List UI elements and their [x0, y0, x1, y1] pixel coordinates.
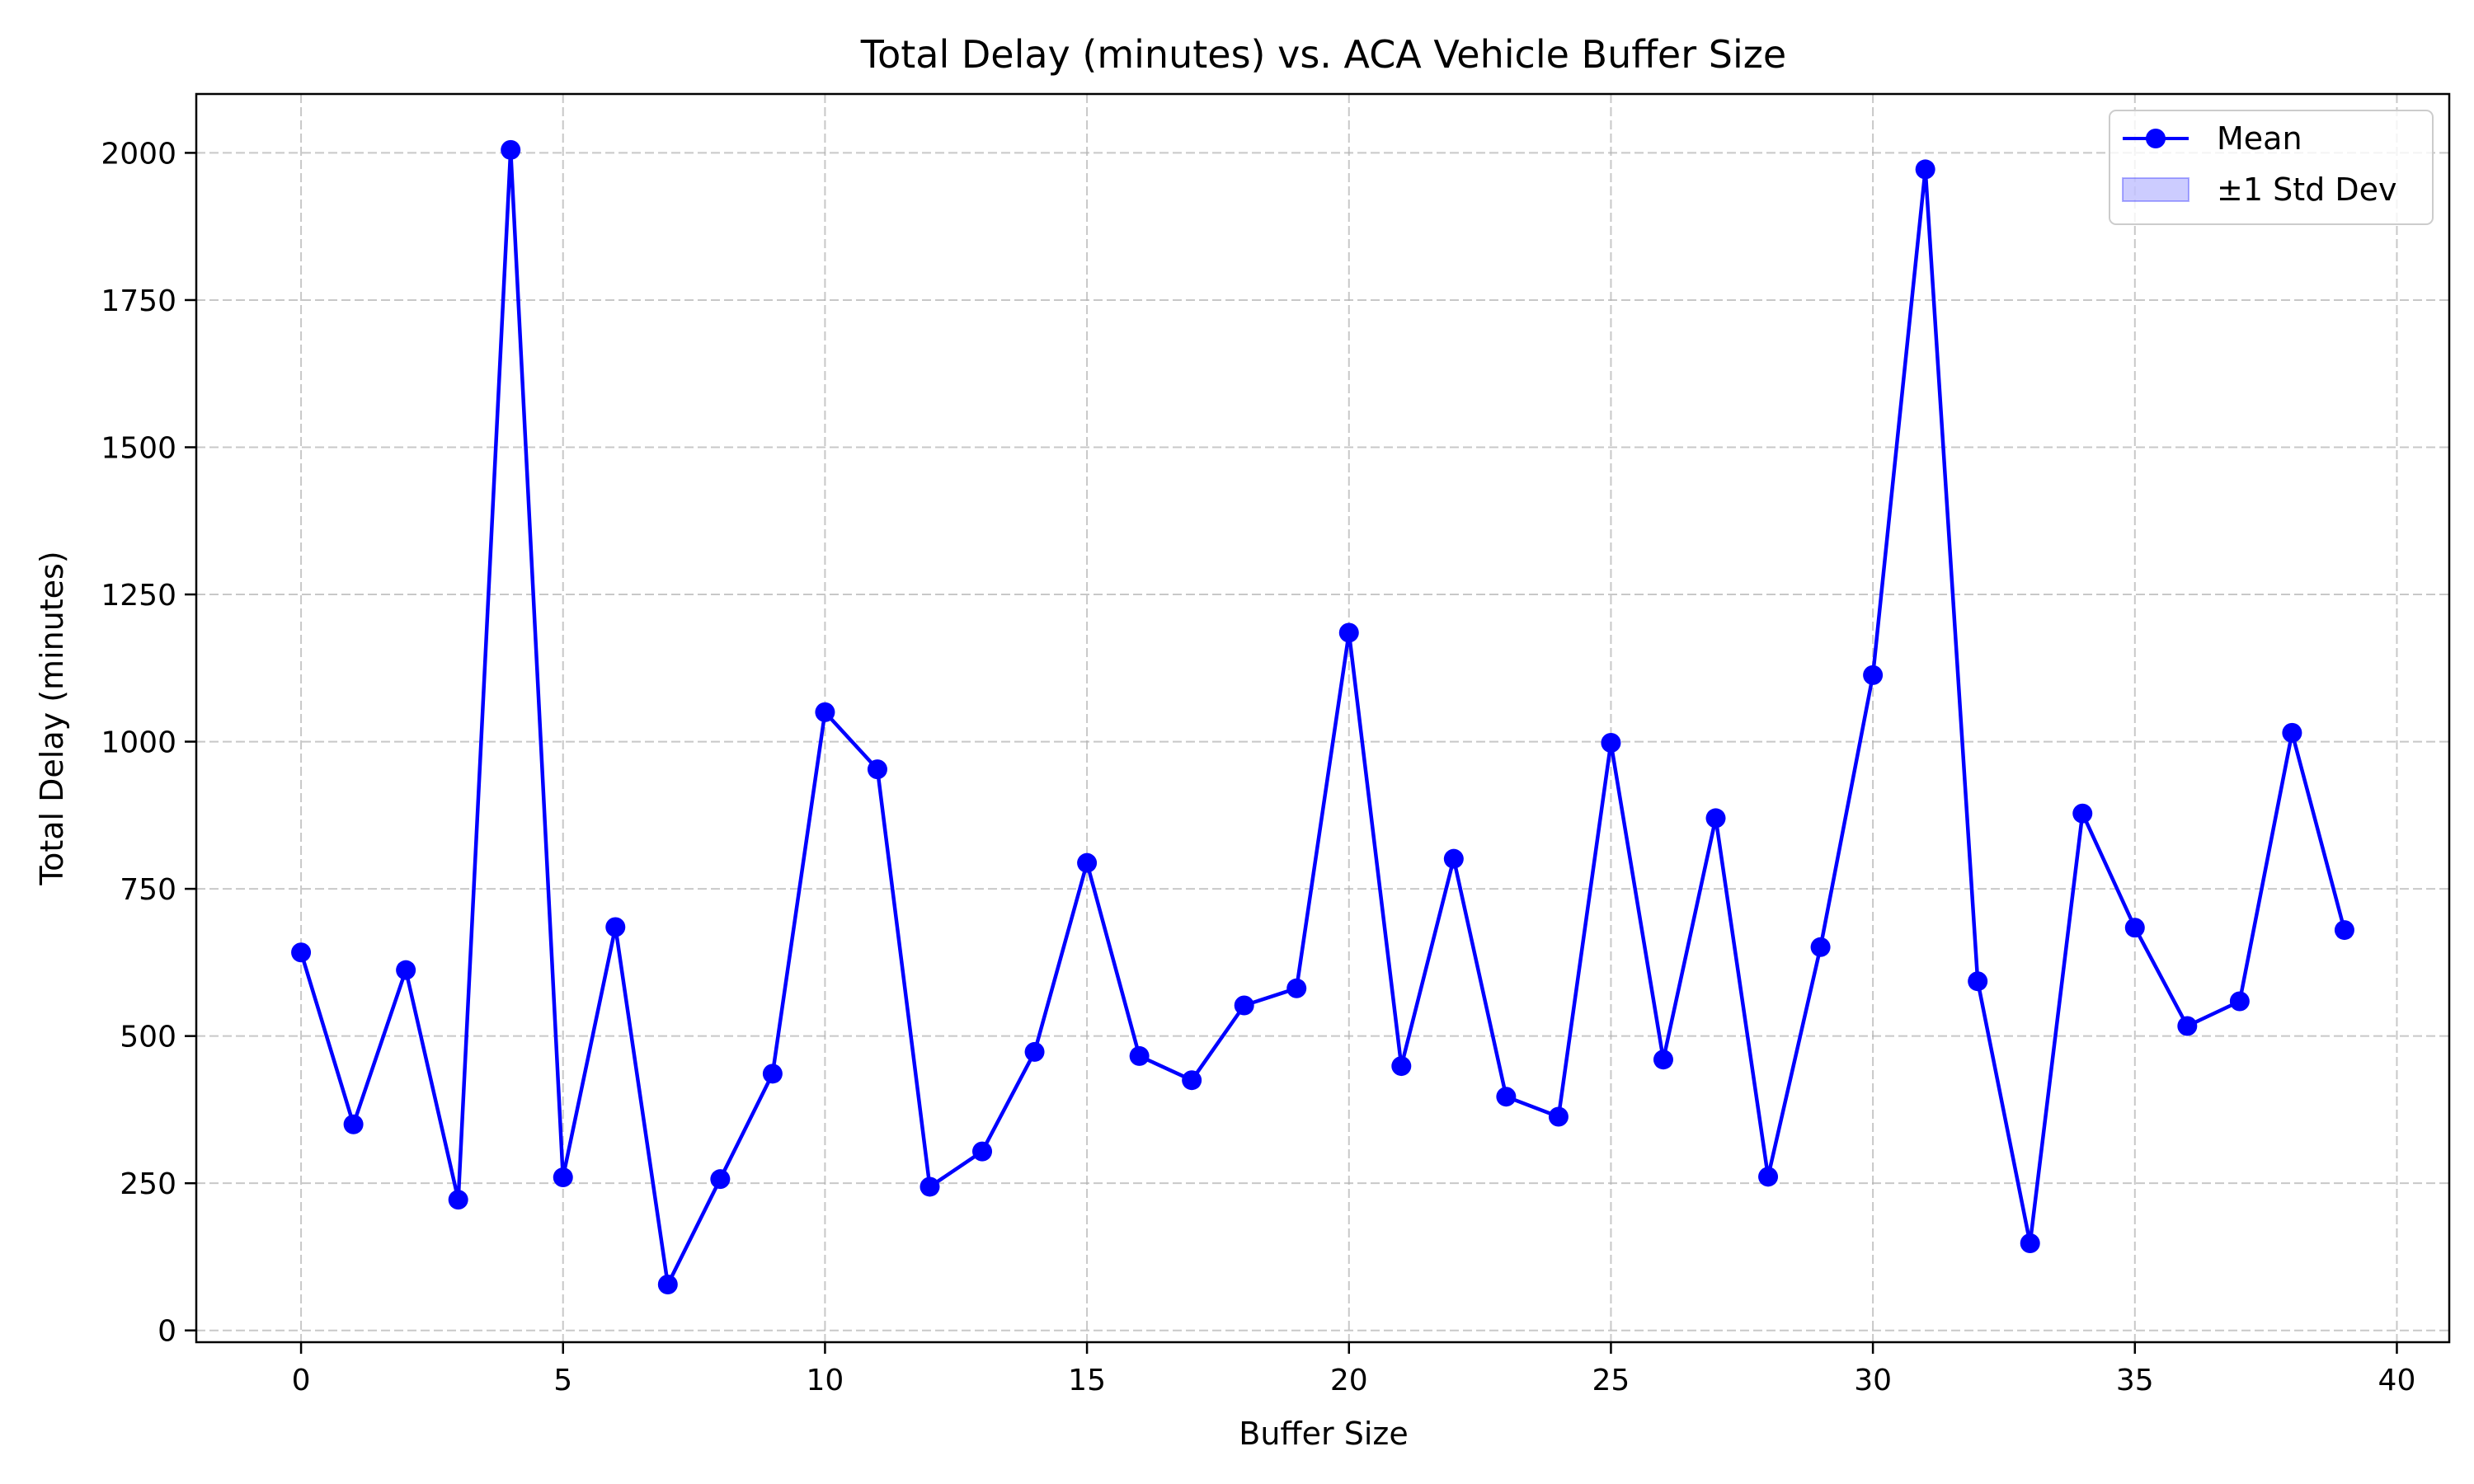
x-tick-label: 15 — [1068, 1364, 1106, 1397]
data-point — [1758, 1167, 1779, 1187]
data-point — [710, 1169, 731, 1190]
data-point — [2124, 918, 2145, 938]
data-point — [1915, 159, 1935, 180]
data-point — [1653, 1050, 1673, 1070]
series-mean — [291, 139, 2354, 1295]
y-tick-label: 750 — [120, 873, 176, 907]
data-point — [1391, 1056, 1412, 1077]
data-point — [1496, 1087, 1517, 1107]
data-point — [501, 139, 521, 160]
x-tick-label: 40 — [2378, 1364, 2416, 1397]
data-point — [815, 702, 835, 722]
data-point — [1968, 971, 1988, 992]
series-line — [299, 148, 2347, 1287]
plot-frame — [195, 92, 2451, 1344]
data-point — [1129, 1045, 1150, 1066]
data-point — [1705, 808, 1726, 829]
data-point — [2020, 1233, 2040, 1254]
data-point — [2229, 991, 2250, 1012]
grid-lines — [196, 94, 2449, 1342]
y-tick-label: 500 — [120, 1021, 176, 1054]
y-tick-label: 1500 — [101, 431, 176, 465]
x-tick-label: 35 — [2116, 1364, 2154, 1397]
y-tick-label: 250 — [120, 1167, 176, 1201]
x-tick-label: 25 — [1592, 1364, 1630, 1397]
y-tick-label: 1250 — [101, 579, 176, 613]
data-point — [1810, 937, 1831, 957]
x-axis-label: Buffer Size — [1239, 1416, 1408, 1452]
data-point — [1338, 622, 1359, 643]
legend: Mean ±1 Std Dev — [2109, 110, 2434, 225]
x-tick-label: 30 — [1854, 1364, 1892, 1397]
data-point — [553, 1167, 573, 1188]
data-point — [1863, 665, 1884, 685]
legend-std-dev-label: ±1 Std Dev — [2217, 171, 2396, 208]
y-tick-label: 0 — [158, 1315, 176, 1349]
data-point — [448, 1190, 468, 1210]
data-point — [605, 917, 626, 937]
axis-ticks: 0 5 10 15 20 25 30 35 40 0 250 500 750 1000 1250 1500 17… — [101, 137, 2415, 1397]
data-point — [972, 1141, 993, 1162]
data-point — [1286, 978, 1307, 998]
data-point — [396, 960, 416, 980]
data-point — [1024, 1041, 1045, 1062]
y-axis-label: Total Delay (minutes) — [34, 551, 70, 885]
data-point — [2282, 722, 2302, 743]
data-point — [2072, 803, 2093, 824]
legend-mean-marker-icon — [2146, 129, 2166, 148]
x-tick-label: 10 — [807, 1364, 844, 1397]
data-point — [1077, 852, 1098, 873]
data-point — [1601, 732, 1621, 753]
data-point — [657, 1275, 678, 1295]
y-tick-label: 1000 — [101, 726, 176, 760]
data-point — [867, 759, 887, 780]
data-point — [2334, 920, 2354, 941]
x-tick-label: 20 — [1330, 1364, 1368, 1397]
x-tick-label: 5 — [553, 1364, 572, 1397]
data-point — [762, 1064, 783, 1084]
data-point — [343, 1114, 364, 1134]
legend-std-dev-swatch-icon — [2122, 177, 2189, 202]
y-tick-label: 1750 — [101, 284, 176, 318]
data-point — [1182, 1070, 1202, 1091]
data-point — [1548, 1106, 1569, 1127]
data-point — [920, 1176, 940, 1197]
data-point — [1234, 995, 1254, 1016]
y-tick-label: 2000 — [101, 137, 176, 171]
legend-box — [2109, 110, 2434, 225]
data-point — [2177, 1016, 2198, 1036]
legend-mean-label: Mean — [2217, 120, 2302, 157]
chart-title: Total Delay (minutes) vs. ACA Vehicle Bu… — [860, 32, 1786, 77]
data-point — [1443, 848, 1464, 869]
x-tick-label: 0 — [292, 1364, 311, 1397]
data-point — [291, 942, 312, 963]
